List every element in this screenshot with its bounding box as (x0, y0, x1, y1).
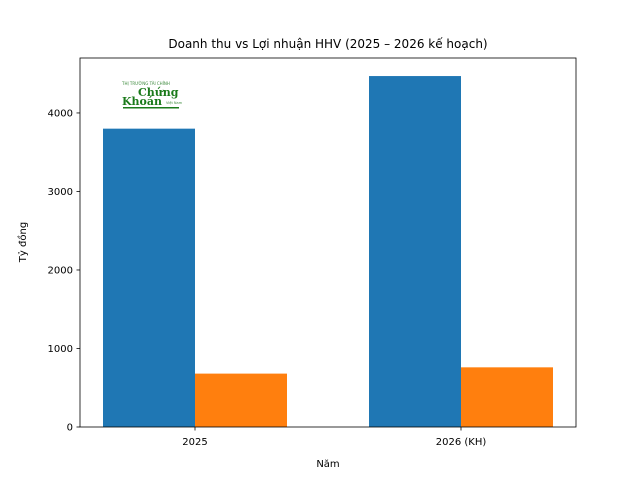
bar-group (103, 76, 553, 428)
y-tick-label: 0 (67, 423, 73, 434)
y-tick-label: 4000 (48, 108, 73, 119)
logo-underline (123, 107, 179, 109)
logo-text-top: THỊ TRƯỜNG TÀI CHÍNH (121, 81, 170, 86)
y-tick-label: 2000 (48, 265, 73, 276)
logo-background (121, 80, 181, 110)
logo-text-main-1: Chứng (138, 86, 179, 99)
x-tick-label: 2026 (KH) (436, 437, 487, 448)
bar-series1-2025 (103, 128, 195, 427)
y-tick-label: 3000 (48, 187, 73, 198)
x-axis-ticks: 2025 2026 (KH) (182, 427, 486, 448)
bar-series2-2025 (195, 373, 287, 427)
bar-series1-2026-kh (369, 76, 461, 428)
x-tick-label: 2025 (182, 437, 207, 448)
bar-series2-2026-kh (461, 367, 553, 427)
y-axis-ticks: 0 1000 2000 3000 4000 (48, 108, 80, 434)
logo-text-main-2: Khoán (122, 95, 162, 108)
logo-text-side: Việt Nam (166, 101, 183, 105)
y-tick-label: 1000 (48, 344, 73, 355)
plot-area (79, 57, 577, 428)
chart-title: Doanh thu vs Lợi nhuận HHV (2025 – 2026 … (168, 37, 487, 51)
plot-frame (79, 57, 577, 428)
x-axis-label: Năm (316, 459, 339, 470)
y-axis-label: Tỷ đồng (17, 222, 29, 263)
chung-khoan-logo: THỊ TRƯỜNG TÀI CHÍNH Chứng Khoán Việt Na… (121, 80, 183, 110)
